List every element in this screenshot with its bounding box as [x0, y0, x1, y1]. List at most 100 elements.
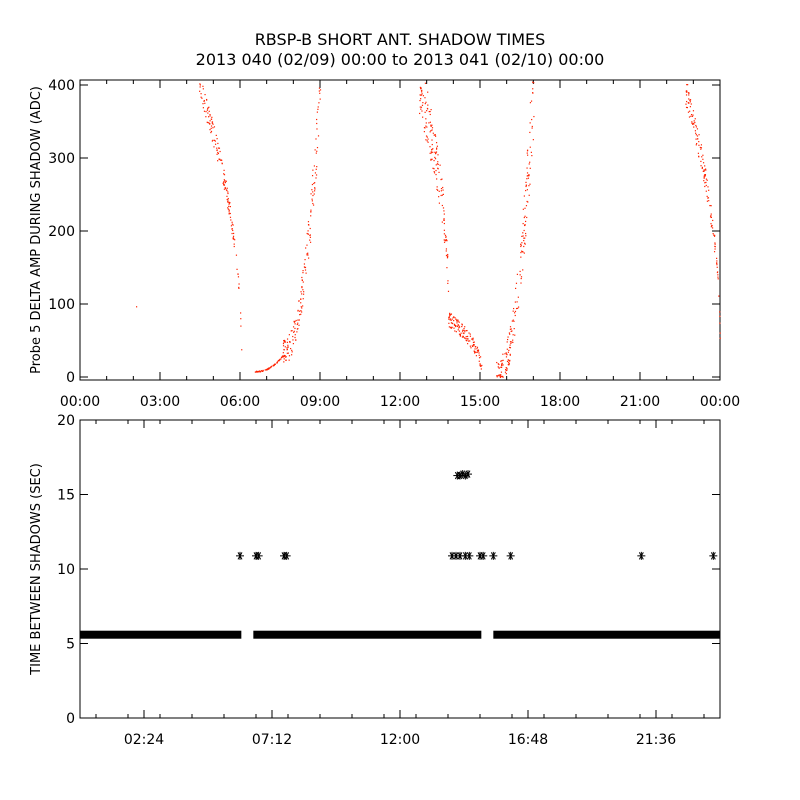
top-point	[528, 175, 530, 177]
top-point	[211, 116, 213, 118]
top-point	[708, 189, 710, 191]
top-point	[709, 216, 712, 218]
top-point	[706, 195, 708, 197]
top-point	[501, 362, 503, 364]
top-point	[695, 134, 698, 136]
top-point	[302, 293, 305, 295]
top-point	[466, 340, 468, 342]
top-point	[506, 360, 509, 363]
top-point	[465, 336, 467, 338]
top-point	[469, 333, 471, 335]
top-point	[710, 213, 712, 215]
top-point	[228, 209, 230, 211]
top-point	[686, 106, 688, 109]
top-point	[442, 193, 444, 195]
top-point	[499, 375, 501, 377]
bottom-baseline-band	[253, 630, 482, 639]
top-point	[285, 359, 287, 361]
top-point	[520, 277, 522, 280]
top-point	[712, 219, 714, 222]
top-point	[314, 188, 316, 190]
top-point	[429, 121, 431, 123]
top-point	[512, 334, 514, 336]
top-point	[445, 238, 447, 241]
top-point	[218, 147, 221, 149]
top-point	[312, 194, 314, 197]
top-point	[294, 327, 296, 330]
top-point	[227, 197, 229, 200]
top-point	[509, 353, 511, 355]
top-point	[690, 114, 693, 116]
top-point	[292, 326, 295, 328]
top-point	[430, 125, 432, 127]
top-point	[700, 148, 702, 150]
top-point	[435, 151, 438, 153]
top-point	[496, 375, 498, 377]
bottom-ytick-label: 15	[57, 488, 75, 504]
top-point	[238, 287, 240, 289]
top-point	[293, 331, 295, 333]
top-point	[526, 149, 529, 151]
top-point	[689, 99, 691, 101]
bottom-baseline-band	[493, 630, 720, 639]
top-xtick-label: 18:00	[540, 394, 580, 410]
top-point	[426, 110, 428, 112]
top-point	[710, 216, 713, 218]
top-point	[471, 345, 474, 348]
top-point	[284, 341, 287, 343]
top-point	[306, 244, 308, 246]
top-point	[478, 357, 481, 359]
top-point	[509, 341, 512, 343]
top-point	[200, 93, 202, 95]
chart-subtitle: 2013 040 (02/09) 00:00 to 2013 041 (02/1…	[195, 50, 605, 69]
top-point	[508, 363, 510, 365]
top-point	[228, 212, 230, 214]
top-point	[705, 184, 707, 187]
top-point	[522, 208, 524, 210]
top-point	[301, 307, 303, 309]
top-point	[706, 179, 708, 181]
top-point	[711, 225, 713, 227]
top-point	[514, 287, 517, 290]
top-point	[449, 313, 451, 316]
top-point	[462, 336, 464, 338]
top-data-points	[136, 81, 721, 379]
top-point	[449, 319, 451, 321]
top-point	[262, 370, 264, 372]
top-point	[311, 189, 313, 191]
top-point	[524, 215, 526, 217]
top-point	[480, 365, 482, 367]
top-point	[695, 132, 697, 134]
top-point	[309, 239, 311, 241]
top-point	[713, 251, 716, 253]
top-point	[280, 358, 282, 360]
top-point	[306, 232, 308, 235]
top-point	[240, 325, 242, 327]
top-point	[223, 179, 225, 181]
top-point	[227, 207, 229, 209]
top-point	[443, 229, 445, 231]
top-point	[703, 170, 705, 172]
top-point	[450, 327, 453, 329]
top-point	[218, 158, 220, 160]
top-point	[223, 174, 226, 176]
top-point	[276, 361, 279, 363]
top-point	[526, 152, 528, 154]
top-point	[706, 200, 709, 202]
top-point	[525, 189, 527, 192]
top-point	[703, 175, 705, 177]
bottom-point	[254, 551, 263, 560]
top-point	[529, 131, 531, 134]
top-point	[296, 331, 298, 333]
top-point	[434, 153, 437, 155]
top-point	[696, 128, 699, 130]
top-point	[520, 245, 522, 248]
top-point	[438, 190, 440, 192]
top-point	[467, 340, 470, 342]
top-point	[230, 219, 232, 221]
top-point	[462, 335, 464, 337]
top-point	[461, 336, 464, 338]
top-point	[298, 324, 300, 326]
top-point	[497, 374, 499, 377]
top-point	[447, 253, 449, 256]
